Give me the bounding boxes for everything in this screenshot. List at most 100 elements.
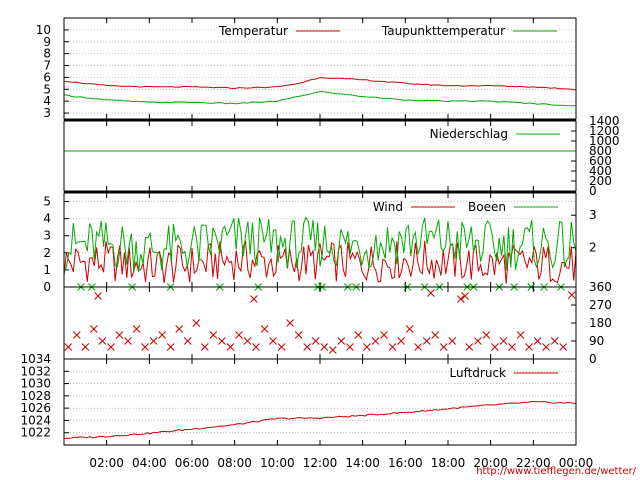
series-temperature-1 xyxy=(63,90,577,107)
wind-direction-point xyxy=(508,343,516,351)
wind-direction-point xyxy=(414,343,422,351)
x-tick-label: 02:00 xyxy=(89,456,124,470)
x-tick-label: 04:00 xyxy=(132,456,167,470)
marker-stroke xyxy=(448,337,457,345)
wind-direction-point xyxy=(371,337,380,345)
y-tick-right-label: 600 xyxy=(589,154,612,168)
marker-stroke xyxy=(183,337,192,345)
wind-direction-point xyxy=(380,331,388,339)
y-tick-label: 3 xyxy=(43,106,51,120)
marker-stroke xyxy=(200,343,209,351)
marker-stroke xyxy=(218,337,226,345)
wind-direction-point xyxy=(260,325,269,333)
marker-stroke xyxy=(124,337,132,345)
marker-stroke xyxy=(132,325,141,333)
wind-direction-point xyxy=(337,337,346,345)
legend-label: Taupunkttemperatur xyxy=(381,24,505,38)
y-tick-right-label: 0 xyxy=(589,184,597,198)
marker-stroke xyxy=(141,343,149,351)
wind-direction-point xyxy=(303,343,312,351)
wind-direction-point xyxy=(542,343,550,351)
y-tick-right-label: 90 xyxy=(589,334,604,348)
wind-direction-point xyxy=(81,343,90,351)
marker-stroke xyxy=(328,346,337,354)
series-temperature-0 xyxy=(63,77,577,91)
y-tick-right-label: 0 xyxy=(589,352,597,366)
marker-stroke xyxy=(311,337,320,345)
wind-direction-point xyxy=(474,337,482,345)
wind-direction-point xyxy=(158,331,166,339)
wind-direction-point xyxy=(235,331,243,339)
marker-stroke xyxy=(260,325,269,333)
wind-direction-point xyxy=(567,291,576,299)
wind-direction-point xyxy=(346,343,354,351)
y-tick-label: 1 xyxy=(43,263,51,277)
y-tick-label: 4 xyxy=(43,94,51,108)
marker-stroke xyxy=(371,337,380,345)
marker-stroke xyxy=(64,343,73,351)
wind-direction-point xyxy=(252,343,260,351)
marker-stroke xyxy=(192,319,201,327)
wind-direction-point xyxy=(250,295,258,303)
marker-stroke xyxy=(269,337,277,345)
panel-frame xyxy=(63,286,577,360)
marker-stroke xyxy=(209,331,218,339)
marker-stroke xyxy=(94,292,102,300)
panel-wind: 0 1 2 3 4 5 2 3 Wind Boeen xyxy=(43,192,597,294)
wind-direction-point xyxy=(243,337,252,345)
legend-label: Niederschlag xyxy=(430,127,508,141)
series-pressure-0 xyxy=(63,400,577,440)
x-tick-label: 22:00 xyxy=(516,456,551,470)
wind-direction-point xyxy=(98,337,107,345)
y-tick-right-label: 270 xyxy=(589,298,612,312)
y-tick-right-label: 360 xyxy=(589,280,612,294)
footer-url: http://www.tiefflegen.de/wetter/ xyxy=(476,466,636,477)
marker-stroke xyxy=(550,337,559,345)
marker-stroke xyxy=(559,343,568,351)
wind-direction-point xyxy=(141,343,149,351)
x-tick-label: 12:00 xyxy=(303,456,338,470)
marker-stroke xyxy=(508,343,516,351)
marker-stroke xyxy=(405,325,414,333)
wind-direction-point xyxy=(200,343,209,351)
wind-direction-point xyxy=(124,337,132,345)
marker-stroke xyxy=(482,331,491,339)
wind-direction-point xyxy=(107,343,115,351)
marker-stroke xyxy=(499,337,508,345)
wind-direction-point xyxy=(559,343,568,351)
wind-direction-point xyxy=(448,337,457,345)
marker-stroke xyxy=(250,295,258,303)
wind-direction-point xyxy=(132,325,141,333)
wind-direction-point xyxy=(115,331,124,339)
y-tick-right-label: 200 xyxy=(589,174,612,188)
wind-direction-point xyxy=(405,325,414,333)
wind-direction-point xyxy=(465,343,474,351)
marker-stroke xyxy=(235,331,243,339)
y-tick-label: 0 xyxy=(43,280,51,294)
y-tick-label: 6 xyxy=(43,70,51,84)
x-tick-label: 16:00 xyxy=(388,456,423,470)
wind-direction-point xyxy=(461,292,469,300)
marker-stroke xyxy=(439,343,448,351)
wind-direction-point xyxy=(533,337,542,345)
wind-direction-point xyxy=(209,331,218,339)
wind-direction-point xyxy=(499,337,508,345)
marker-stroke xyxy=(166,343,175,351)
wind-direction-point xyxy=(431,331,440,339)
wind-direction-point xyxy=(354,331,363,339)
y-tick-label: 8 xyxy=(43,47,51,61)
marker-stroke xyxy=(81,343,90,351)
y-tick-label: 1026 xyxy=(20,401,51,415)
wind-direction-point xyxy=(491,343,499,351)
wind-direction-point xyxy=(226,343,235,351)
marker-stroke xyxy=(277,343,286,351)
y-tick-label: 5 xyxy=(43,195,51,209)
legend-label: Luftdruck xyxy=(449,366,506,380)
wind-direction-point xyxy=(183,337,192,345)
marker-stroke xyxy=(294,331,303,339)
y-tick-label: 4 xyxy=(43,212,51,226)
marker-stroke xyxy=(252,343,260,351)
y-tick-label: 1032 xyxy=(20,364,51,378)
wind-direction-point xyxy=(72,331,81,339)
